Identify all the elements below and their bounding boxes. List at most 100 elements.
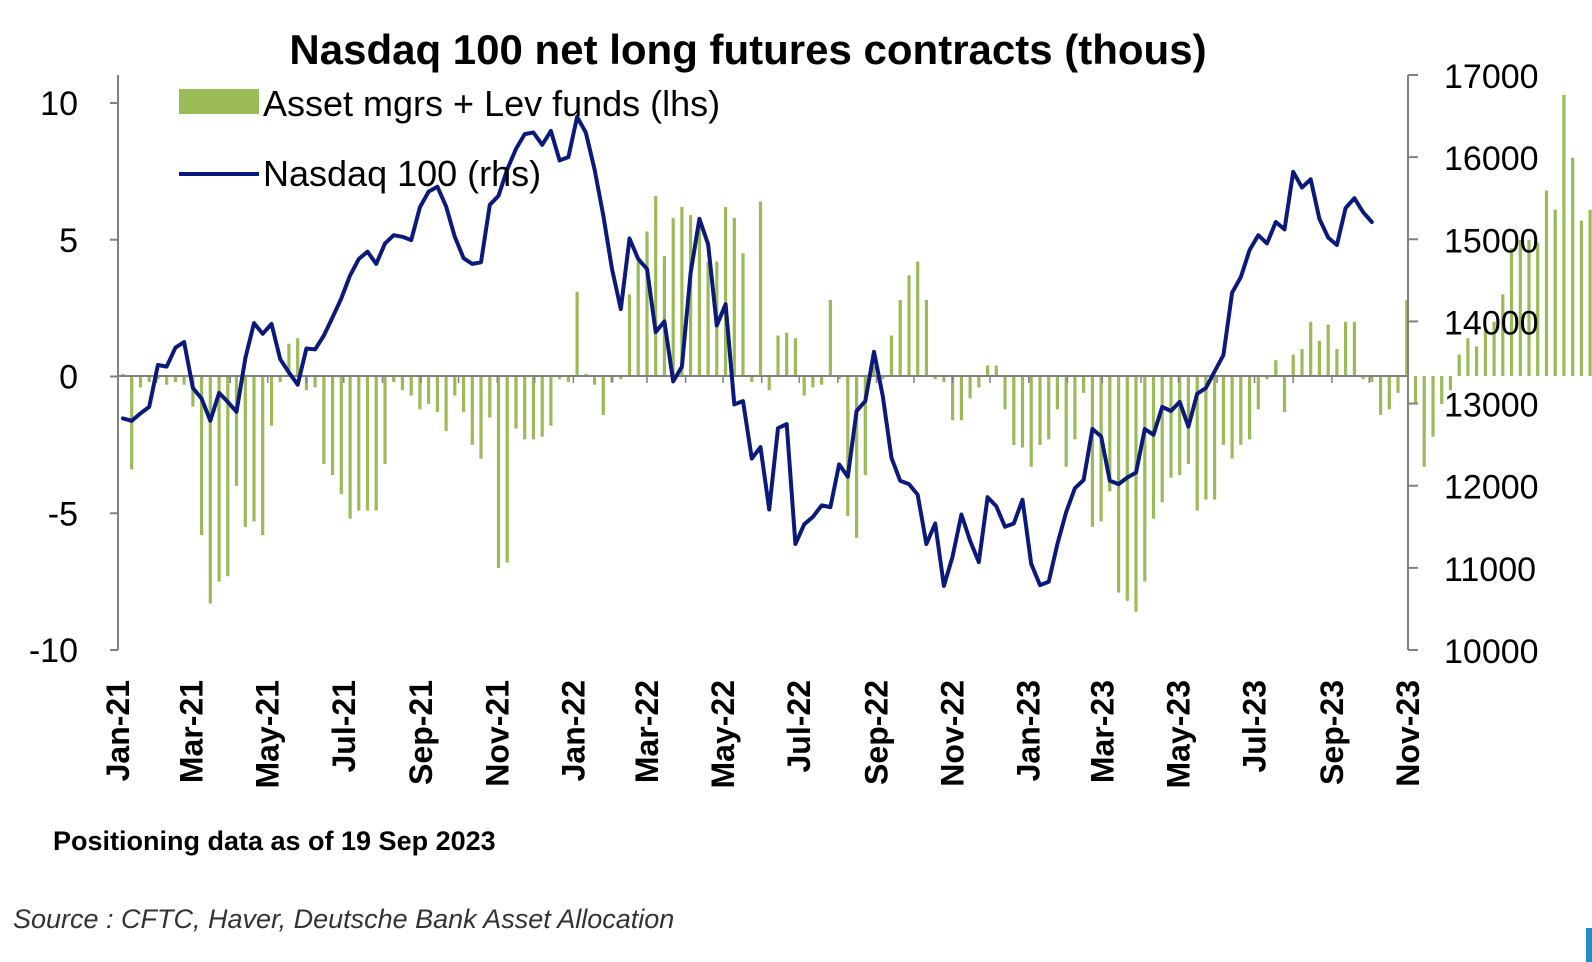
x-tick-label: Nov-22 (935, 680, 971, 787)
bar (977, 376, 981, 388)
bar (462, 376, 466, 413)
right-tick-label: 14000 (1444, 304, 1539, 342)
bar (549, 376, 553, 426)
bar (1029, 376, 1033, 467)
bar (453, 376, 457, 396)
bar (488, 376, 492, 418)
bar (933, 376, 937, 380)
bar (479, 376, 483, 459)
legend: Asset mgrs + Lev funds (lhs) Nasdaq 100 … (179, 83, 720, 194)
bar (1492, 321, 1496, 376)
bar (767, 376, 771, 391)
bar (1090, 376, 1094, 527)
bar (470, 376, 474, 445)
x-tick-label: Jul-22 (781, 680, 817, 772)
bar (758, 201, 763, 376)
bar (444, 376, 448, 432)
corner-accent (1586, 928, 1592, 962)
bar (313, 376, 317, 388)
bar (383, 376, 387, 464)
bar (147, 376, 151, 382)
bar (296, 338, 300, 376)
bar (706, 261, 710, 376)
bar (339, 376, 343, 495)
bar (671, 217, 675, 376)
bar (365, 376, 370, 511)
bar (741, 253, 745, 376)
bar (898, 299, 902, 376)
bar (986, 365, 990, 376)
bar (959, 376, 963, 421)
bar (1527, 239, 1531, 377)
bar (1309, 321, 1313, 376)
right-tick-label: 13000 (1444, 387, 1539, 425)
bar (1544, 190, 1549, 376)
bar (1108, 376, 1112, 492)
bar (1422, 376, 1426, 467)
bar (654, 196, 658, 376)
left-tick-label: 5 (59, 222, 78, 260)
bar (138, 376, 143, 388)
bar (1160, 376, 1164, 503)
bar (881, 376, 885, 380)
x-tick-label: Jan-22 (555, 680, 591, 781)
bar (645, 231, 649, 376)
bar (435, 376, 439, 413)
bar (968, 376, 972, 399)
bar (1047, 376, 1051, 440)
bar (1134, 376, 1138, 612)
legend-label-bars: Asset mgrs + Lev funds (lhs) (263, 83, 720, 124)
bar (732, 217, 736, 376)
bar (601, 376, 605, 415)
bar (863, 376, 867, 475)
bar (514, 376, 518, 429)
bar (173, 376, 177, 382)
bar (523, 376, 527, 440)
x-tick-label: Mar-22 (629, 680, 665, 783)
bar (1501, 294, 1505, 376)
x-tick-label: May-22 (705, 680, 741, 789)
bar (1099, 376, 1103, 522)
bar (558, 376, 562, 380)
bar (1370, 376, 1374, 382)
bar (1143, 376, 1147, 582)
right-tick-label: 11000 (1444, 551, 1536, 589)
bar (619, 376, 623, 380)
bar (322, 376, 326, 464)
left-tick-label: 10 (40, 85, 78, 123)
bar (776, 335, 780, 376)
bar (942, 376, 946, 382)
bar (348, 376, 352, 519)
legend-bar-swatch (179, 89, 259, 114)
bar (1195, 376, 1199, 511)
bar (872, 365, 876, 376)
x-tick-label: Jan-23 (1011, 680, 1047, 781)
left-tick-label: 0 (59, 359, 78, 397)
bar (627, 294, 632, 376)
bar (1204, 376, 1208, 500)
x-tick-label: Nov-21 (479, 680, 515, 787)
bar (1221, 376, 1225, 445)
bar (1352, 321, 1356, 376)
bar (689, 215, 693, 376)
bar (1248, 376, 1252, 440)
bar (208, 376, 212, 604)
bar (1265, 376, 1269, 380)
bar (924, 299, 928, 376)
bar (889, 335, 894, 376)
bar (1151, 376, 1156, 519)
bar (269, 376, 274, 426)
bar (846, 376, 850, 516)
bar (1317, 340, 1321, 376)
bar (916, 261, 920, 376)
bar (1344, 321, 1348, 376)
bar (1431, 376, 1435, 437)
bar (278, 376, 282, 382)
x-tick-label: Sep-23 (1314, 680, 1350, 785)
nasdaq-line (121, 114, 1374, 588)
source-note: Source : CFTC, Haver, Deutsche Bank Asse… (13, 904, 675, 934)
bar (400, 376, 404, 391)
bar (662, 256, 666, 376)
bar (496, 376, 501, 568)
bar (802, 376, 806, 396)
